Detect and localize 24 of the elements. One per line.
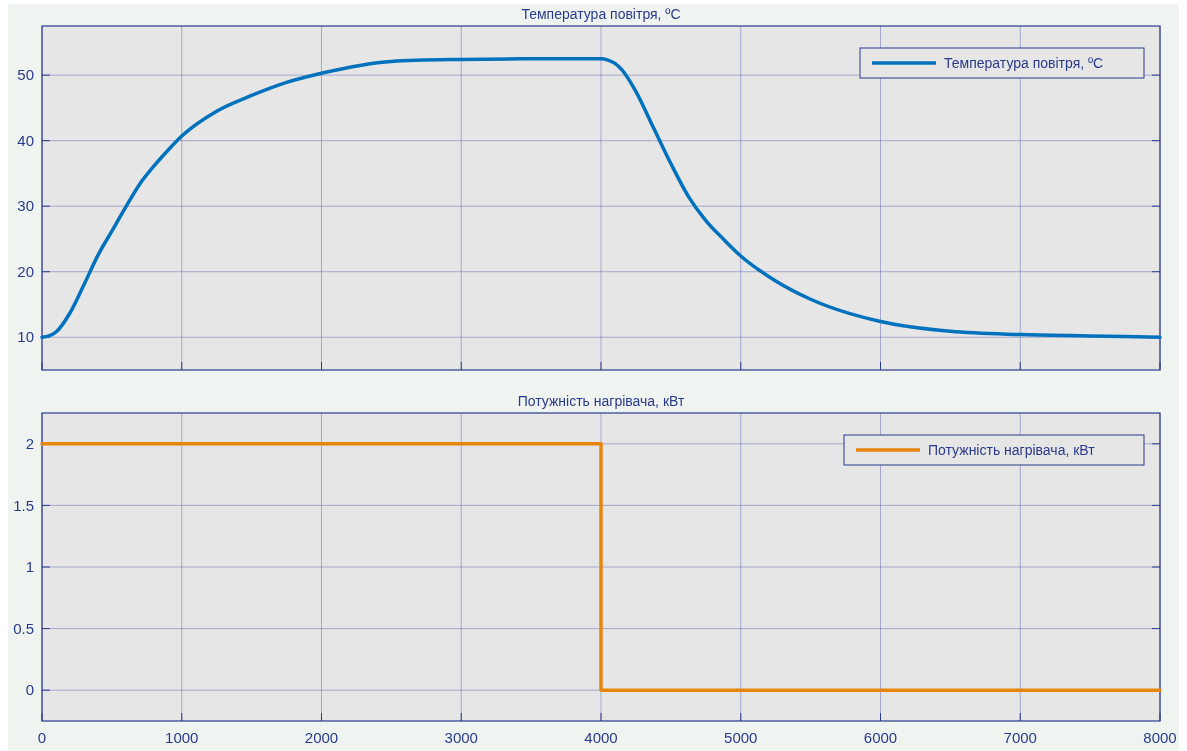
y-tick-label: 20 bbox=[17, 262, 34, 280]
x-tick-label: 0 bbox=[37, 729, 47, 746]
x-tick-label: 5000 bbox=[724, 729, 758, 746]
y-tick-label: 2 bbox=[25, 435, 34, 453]
y-tick-label: 1.5 bbox=[13, 496, 34, 514]
y-tick-label: 30 bbox=[17, 197, 34, 215]
chart-title: Потужність нагрівача, кВт bbox=[517, 393, 685, 409]
y-tick-label: 50 bbox=[17, 66, 34, 84]
chart-title: Температура повітря, ºC bbox=[521, 6, 681, 22]
x-tick-label: 6000 bbox=[863, 729, 898, 746]
x-tick-label: 7000 bbox=[1003, 729, 1037, 746]
y-tick-label: 1 bbox=[25, 558, 34, 576]
legend-label: Температура повітря, ºC bbox=[944, 54, 1104, 71]
x-tick-label: 2000 bbox=[304, 729, 339, 746]
x-tick-label: 3000 bbox=[444, 729, 478, 746]
x-tick-label: 1000 bbox=[165, 729, 199, 746]
x-tick-label: 8000 bbox=[1143, 729, 1177, 746]
line-series bbox=[40, 57, 1162, 339]
x-tick-label: 4000 bbox=[584, 729, 618, 746]
y-tick-label: 0 bbox=[25, 681, 34, 699]
y-tick-label: 10 bbox=[17, 328, 34, 346]
legend-label: Потужність нагрівача, кВт bbox=[928, 441, 1096, 458]
y-tick-label: 0.5 bbox=[13, 619, 34, 637]
y-tick-label: 40 bbox=[17, 131, 34, 149]
